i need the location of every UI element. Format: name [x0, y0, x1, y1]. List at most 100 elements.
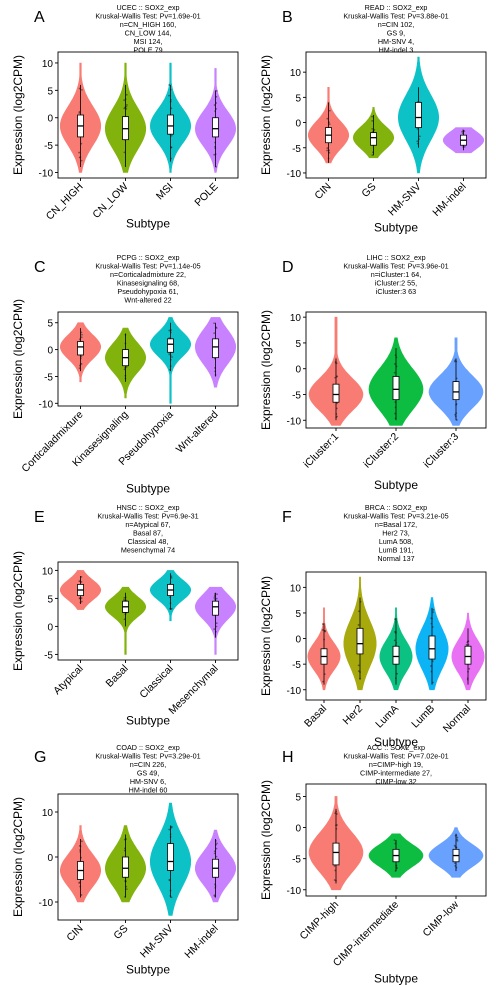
header-line: Her2 73, — [382, 529, 410, 538]
x-axis-label: Subtype — [374, 735, 418, 749]
plot-border — [57, 561, 239, 661]
data-point — [463, 130, 466, 132]
y-tick-label: -10 — [287, 886, 302, 897]
data-point — [394, 631, 396, 633]
data-point — [213, 597, 216, 599]
data-point — [125, 93, 128, 96]
data-point — [168, 329, 171, 332]
box — [212, 117, 219, 138]
header-line: HM-SNV 6, — [130, 777, 166, 786]
plot-border — [57, 51, 239, 179]
panel-letter: G — [34, 749, 46, 766]
header-line: n=CIN 102, — [378, 20, 415, 29]
x-tick-label: POLE — [192, 181, 220, 209]
data-point — [336, 375, 339, 378]
y-tick-label: 0 — [47, 346, 53, 357]
y-tick-label: 5 — [47, 319, 53, 330]
data-point — [336, 402, 338, 405]
box — [332, 383, 340, 403]
y-tick-label: -5 — [292, 855, 301, 866]
data-point — [213, 332, 216, 335]
x-tick-label: GS — [359, 181, 378, 200]
header-line: n=CIMP-high 19, — [369, 760, 423, 769]
data-point — [123, 618, 126, 621]
data-point — [418, 135, 421, 138]
panel-letter: F — [282, 509, 292, 526]
data-point — [168, 353, 171, 356]
x-tick-label: CIN — [312, 181, 333, 202]
x-tick-label: Basal — [302, 703, 329, 730]
chart-title: ACC :: SOX2_exp — [367, 743, 425, 752]
data-point — [394, 412, 397, 415]
data-point — [80, 362, 83, 365]
data-point — [213, 153, 216, 156]
data-point — [454, 862, 456, 865]
header-line: Kruskal-Wallis Test: Pv=3.21e-05 — [343, 512, 448, 521]
data-point — [328, 109, 331, 112]
header-line: LumB 191, — [379, 546, 414, 555]
header-line: Basal 87, — [133, 529, 163, 538]
data-point — [456, 836, 459, 839]
x-tick-label: Her2 — [341, 703, 366, 728]
y-tick-label: 10 — [42, 566, 54, 577]
x-axis-label: Subtype — [126, 962, 170, 976]
header-line: Kruskal-Wallis Test: Pv=3.88e-01 — [343, 12, 448, 21]
header-line: Wnt-altered 22 — [124, 296, 171, 305]
header-line: HM-indel 60 — [129, 786, 168, 795]
header-line: GS 9, — [387, 29, 405, 38]
data-point — [170, 896, 173, 899]
box — [370, 132, 377, 146]
y-tick-label: -5 — [44, 372, 53, 383]
data-point — [215, 89, 218, 92]
header-line: Kruskal-Wallis Test: Pv=1.69e-01 — [95, 12, 200, 21]
header-line: Normal 137 — [377, 554, 414, 563]
x-axis-label: Subtype — [374, 971, 418, 985]
x-tick-label: GS — [111, 923, 130, 942]
box — [332, 842, 340, 866]
data-point — [371, 154, 374, 156]
data-point — [168, 84, 171, 86]
y-tick-label: -10 — [287, 416, 302, 427]
y-tick-label: -10 — [287, 169, 302, 180]
data-point — [80, 840, 83, 843]
box — [212, 338, 219, 359]
x-tick-label: LumB — [409, 703, 437, 731]
header-line: POLE 79 — [133, 46, 162, 55]
x-tick-label: Wnt-altered — [174, 409, 221, 456]
header-line: CIMP-low 32 — [375, 777, 416, 786]
x-tick-label: HM-indel — [182, 923, 220, 961]
data-point — [394, 363, 396, 365]
y-axis-label: Expression (log2CPM) — [11, 55, 25, 175]
x-tick-label: CIMP-high — [298, 899, 342, 943]
y-axis-label: Expression (log2CPM) — [11, 551, 25, 671]
data-point — [215, 847, 218, 850]
y-tick-label: -5 — [292, 144, 301, 155]
y-tick-label: 0 — [295, 365, 301, 376]
chart-title: COAD :: SOX2_exp — [116, 743, 180, 752]
y-tick-label: 10 — [42, 808, 54, 819]
header-line: n=iCluster:1 64, — [371, 270, 422, 279]
data-point — [213, 104, 216, 106]
header-line: LumA 508, — [379, 537, 413, 546]
data-point — [168, 94, 170, 97]
data-point — [216, 593, 218, 596]
data-point — [456, 839, 459, 842]
data-point — [215, 597, 218, 600]
panel-letter: B — [282, 9, 293, 26]
data-point — [326, 117, 329, 120]
data-point — [321, 623, 324, 625]
x-tick-label: MSI — [154, 181, 176, 203]
data-point — [78, 87, 81, 90]
data-point — [80, 600, 83, 603]
panel-letter: E — [34, 509, 45, 526]
box — [77, 341, 84, 356]
data-point — [123, 151, 126, 154]
header-line: HM-SNV 4, — [378, 37, 414, 46]
header-line: CIMP-intermediate 27, — [360, 769, 432, 778]
y-tick-label: 5 — [295, 609, 301, 620]
header-line: Kinasesignaling 68, — [117, 279, 179, 288]
header-line: Kruskal-Wallis Test: Pv=6.9e-31 — [97, 512, 198, 521]
